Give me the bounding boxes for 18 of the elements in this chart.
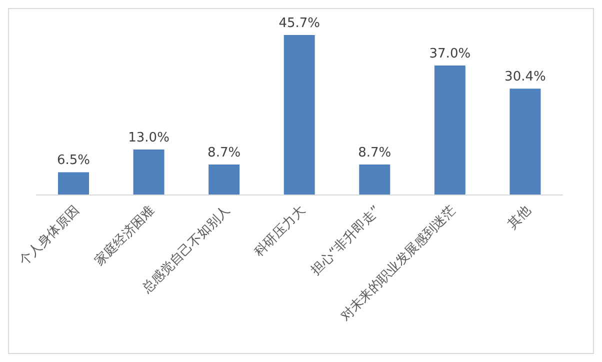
data-label: 8.7% bbox=[208, 146, 241, 161]
data-label: 45.7% bbox=[278, 16, 320, 31]
data-label: 37.0% bbox=[429, 46, 471, 62]
x-tick-label: 个人身体原因 bbox=[16, 203, 82, 269]
data-label: 6.5% bbox=[56, 153, 90, 168]
bar bbox=[284, 35, 315, 195]
bar bbox=[133, 149, 164, 195]
x-tick-label: 家庭经济困难 bbox=[91, 202, 158, 269]
x-tick-label: 科研压力大 bbox=[252, 203, 308, 260]
bar bbox=[58, 172, 89, 195]
data-label: 8.7% bbox=[358, 146, 392, 161]
bar bbox=[434, 65, 466, 195]
x-tick-label: 其他 bbox=[505, 203, 534, 232]
bar bbox=[208, 164, 240, 195]
bar bbox=[359, 164, 390, 195]
data-label: 13.0% bbox=[128, 130, 170, 146]
data-label: 30.4% bbox=[504, 70, 546, 85]
bar bbox=[510, 88, 541, 195]
